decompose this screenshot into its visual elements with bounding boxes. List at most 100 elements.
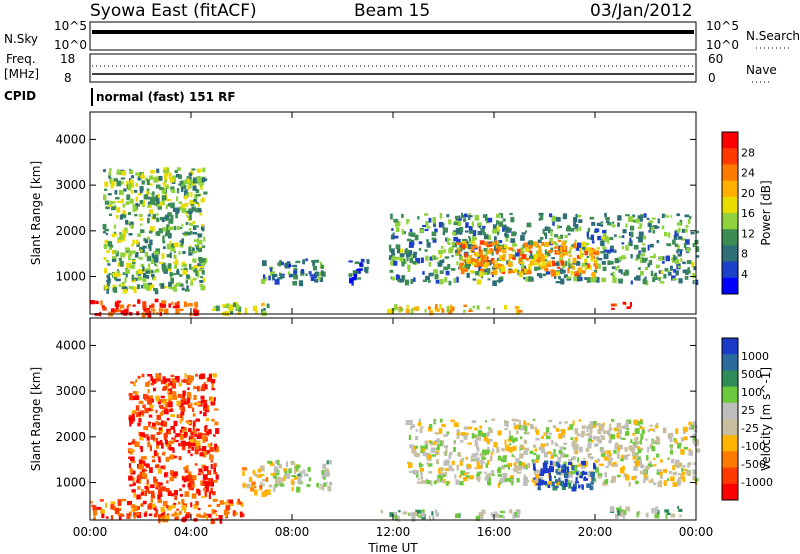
power-echo-cell	[186, 176, 191, 180]
power-echo-cell	[562, 241, 565, 247]
power-echo-cell	[584, 258, 588, 263]
power-echo-cell	[391, 248, 395, 254]
velocity-echo-cell	[189, 435, 194, 438]
velocity-echo-cell	[533, 452, 537, 456]
power-echo-cell	[390, 213, 393, 220]
power-echo-cell	[187, 231, 191, 236]
velocity-echo-cell	[260, 481, 263, 486]
velocity-echo-cell	[512, 440, 515, 443]
power-echo-cell	[113, 287, 118, 293]
power-echo-cell	[528, 250, 533, 253]
velocity-echo-cell	[170, 374, 175, 377]
power-echo-cell	[410, 278, 414, 284]
power-echo-cell	[161, 218, 165, 223]
power-echo-cell	[478, 225, 481, 229]
velocity-echo-cell	[580, 434, 585, 438]
power-echo-cell	[178, 174, 182, 180]
power-echo-cell	[187, 178, 190, 184]
velocity-echo-cell	[498, 514, 504, 518]
velocity-echo-cell	[183, 477, 187, 483]
power-echo-cell	[165, 229, 171, 235]
power-echo-cell	[522, 267, 525, 274]
power-echo-cell	[168, 247, 173, 250]
power-echo-cell	[391, 276, 395, 281]
velocity-echo-cell	[514, 424, 519, 430]
power-echo-cell	[163, 246, 166, 250]
velocity-echo-cell	[136, 391, 139, 394]
velocity-echo-cell	[171, 513, 175, 517]
velocity-echo-cell	[615, 513, 619, 519]
power-echo-cell	[147, 312, 152, 318]
power-echo-cell	[399, 257, 404, 262]
power-echo-cell	[103, 194, 107, 201]
power-echo-cell	[456, 239, 461, 245]
velocity-echo-cell	[597, 475, 602, 479]
power-echo-cell	[153, 276, 157, 281]
velocity-echo-cell	[254, 489, 258, 496]
velocity-echo-cell	[563, 442, 568, 445]
power-echo-cell	[652, 277, 656, 283]
power-echo-cell	[674, 231, 679, 237]
velocity-echo-cell	[161, 410, 164, 414]
velocity-echo-cell	[581, 461, 586, 466]
velocity-echo-cell	[171, 504, 176, 509]
velocity-echo-cell	[195, 501, 199, 506]
power-echo-cell	[237, 311, 241, 315]
velocity-echo-cell	[633, 460, 636, 464]
power-echo-cell	[673, 255, 676, 261]
velocity-echo-cell	[162, 376, 166, 381]
date-title: 03/Jan/2012	[590, 1, 693, 21]
velocity-echo-cell	[670, 446, 673, 450]
power-echo-cell	[563, 274, 568, 278]
power-echo-cell	[170, 215, 174, 220]
power-echo-cell	[151, 269, 154, 273]
velocity-echo-cell	[672, 471, 678, 476]
power-echo-cell	[538, 245, 542, 250]
velocity-echo-cell	[567, 471, 573, 475]
velocity-echo-cell	[615, 507, 621, 510]
power-echo-cell	[545, 262, 548, 268]
power-echo-cell	[126, 305, 129, 309]
power-echo-cell	[229, 307, 234, 312]
velocity-echo-cell	[138, 479, 142, 484]
velocity-echo-cell	[197, 473, 201, 476]
power-echo-cell	[102, 307, 107, 311]
power-echo-cell	[472, 235, 475, 242]
power-echo-cell	[278, 260, 282, 267]
velocity-echo-cell	[261, 491, 267, 497]
power-echo-cell	[514, 305, 520, 310]
velocity-echo-cell	[443, 478, 446, 484]
velocity-echo-cell	[600, 434, 603, 440]
station-title: Syowa East (fitACF)	[90, 1, 257, 21]
power-echo-cell	[658, 278, 661, 281]
power-echo-cell	[525, 276, 529, 282]
power-echo-cell	[298, 280, 304, 287]
velocity-echo-cell	[506, 421, 509, 428]
velocity-echo-cell	[324, 468, 329, 473]
power-echo-cell	[102, 231, 106, 234]
velocity-echo-cell	[456, 435, 460, 439]
velocity-echo-cell	[324, 471, 328, 477]
power-echo-cell	[551, 215, 557, 222]
power-echo-cell	[312, 260, 316, 266]
power-echo-cell	[565, 260, 568, 266]
velocity-echo-cell	[206, 431, 210, 435]
velocity-echo-cell	[413, 445, 417, 451]
velocity-colorbar-tick: -100	[741, 440, 766, 453]
velocity-echo-cell	[226, 499, 229, 504]
power-echo-cell	[428, 272, 434, 277]
power-echo-cell	[531, 258, 537, 261]
nave-tick-bottom: 0	[708, 71, 716, 85]
velocity-echo-cell	[246, 483, 251, 489]
power-echo-cell	[569, 246, 573, 250]
velocity-echo-cell	[567, 426, 570, 431]
velocity-echo-cell	[171, 383, 177, 389]
velocity-echo-cell	[208, 373, 212, 380]
velocity-echo-cell	[624, 431, 630, 436]
velocity-echo-cell	[547, 484, 551, 489]
velocity-echo-cell	[480, 463, 484, 469]
velocity-echo-cell	[181, 445, 186, 451]
velocity-echo-cell	[141, 373, 145, 378]
velocity-echo-cell	[444, 452, 447, 456]
velocity-echo-cell	[475, 436, 481, 440]
